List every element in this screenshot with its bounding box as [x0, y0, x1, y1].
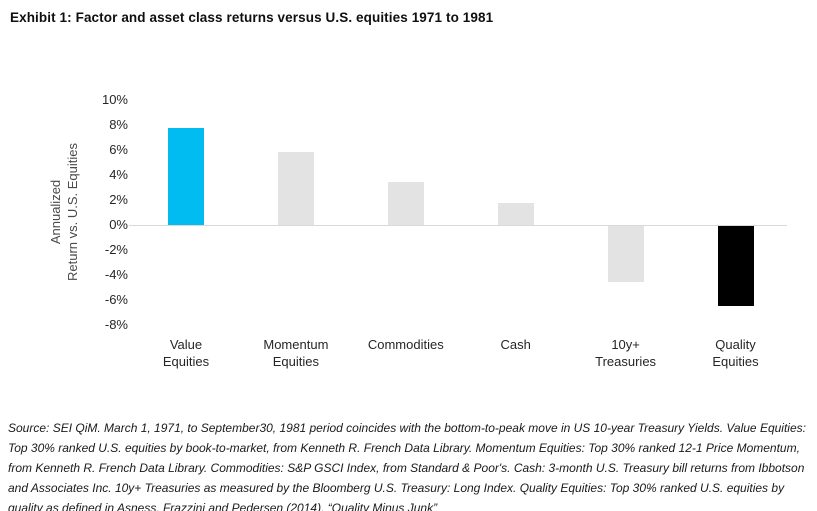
bar-commodities [387, 182, 424, 225]
x-category-label-line: Quality [715, 337, 756, 352]
y-tick-label: 0% [109, 216, 128, 232]
y-tick-label: -4% [104, 266, 128, 282]
source-note: Source: SEI QiM. March 1, 1971, to Septe… [8, 421, 806, 511]
x-category-label-value-equities: Value Equities [126, 336, 246, 370]
y-tick-label: 6% [109, 141, 128, 157]
y-tick-label: -8% [104, 316, 128, 332]
y-tick-label: -6% [104, 291, 128, 307]
y-tick-label: 2% [109, 191, 128, 207]
x-category-label-line: Treasuries [595, 354, 657, 369]
x-category-label-10y-treasuries: 10y+ Treasuries [566, 336, 686, 370]
x-category-label-line: Cash [500, 337, 531, 352]
x-category-label-line: Equities [272, 354, 320, 369]
y-axis-title-line1: Annualized [48, 179, 63, 245]
y-tick-label: 10% [101, 91, 128, 107]
x-category-label-line: Momentum [263, 337, 329, 352]
x-category-label-cash: Cash [456, 336, 576, 353]
x-category-label-line: Equities [712, 354, 759, 369]
x-category-label-line: Equities [162, 354, 210, 369]
x-category-label-quality-equities: Quality Equities [676, 336, 796, 370]
y-tick-label: -2% [104, 241, 128, 257]
x-category-label-momentum-equities: Momentum Equities [236, 336, 356, 370]
bar-momentum-equities [277, 152, 314, 225]
bar-cash [497, 203, 534, 225]
x-category-label-line: Commodities [367, 337, 444, 352]
bar-quality-equities [717, 225, 754, 306]
page-title: Exhibit 1: Factor and asset class return… [10, 10, 494, 25]
y-tick-label: 8% [109, 116, 128, 132]
y-tick-label: 4% [109, 166, 128, 182]
bar-10y-treasuries [607, 225, 644, 282]
x-category-label-line: 10y+ [611, 337, 640, 352]
bar-value-equities [168, 128, 204, 225]
x-category-label-commodities: Commodities [346, 336, 466, 353]
zero-axis-line [129, 225, 787, 226]
x-category-label-line: Value [169, 337, 203, 352]
